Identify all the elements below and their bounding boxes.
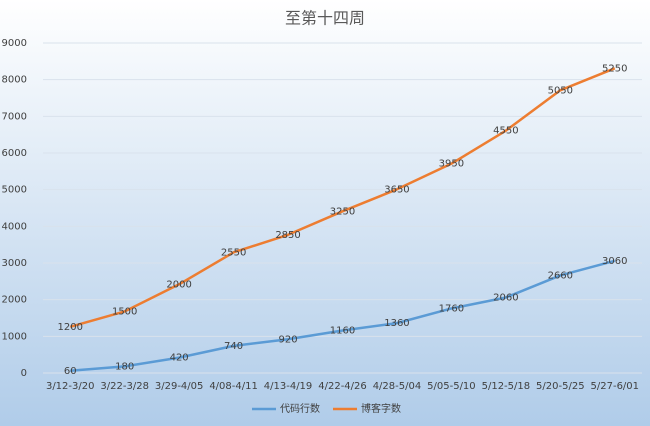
y-tick-label: 5000 [2,185,27,196]
data-label: 1200 [58,322,83,333]
y-tick-label: 9000 [2,38,27,49]
legend-label: 博客字数 [361,402,401,415]
data-label: 3060 [602,256,627,267]
data-label: 1360 [384,318,409,329]
y-tick-label: 8000 [2,75,27,86]
y-tick-label: 1000 [2,331,27,342]
chart-title: 至第十四周 [285,9,365,28]
data-label: 2850 [275,230,300,241]
data-label: 1160 [330,325,355,336]
legend-label: 代码行数 [280,402,320,415]
y-tick-label: 7000 [2,111,27,122]
data-label: 60 [64,366,77,377]
x-tick-label: 3/12-3/20 [46,381,95,392]
data-label: 2060 [493,292,518,303]
data-label: 420 [170,353,189,364]
line [69,67,616,329]
data-label: 920 [278,334,297,345]
data-label: 1500 [112,306,137,317]
data-label: 3250 [330,206,355,217]
x-tick-label: 5/05-5/10 [427,381,476,392]
y-tick-label: 0 [21,368,27,379]
x-tick-label: 3/22-3/28 [100,381,149,392]
x-tick-label: 4/08-4/11 [209,381,258,392]
data-label: 3650 [384,184,409,195]
data-label: 180 [115,361,134,372]
x-tick-label: 5/12-5/18 [482,381,531,392]
x-tick-label: 4/28-5/04 [373,381,422,392]
x-tick-label: 5/20-5/25 [536,381,585,392]
y-tick-label: 4000 [2,221,27,232]
x-tick-label: 4/13-4/19 [264,381,313,392]
data-label: 2660 [548,270,573,281]
x-tick-label: 3/29-4/05 [155,381,204,392]
y-tick-label: 3000 [2,258,27,269]
data-label: 3950 [439,159,464,170]
line [70,259,616,373]
data-label: 740 [224,341,243,352]
y-tick-label: 2000 [2,295,27,306]
y-tick-label: 6000 [2,148,27,159]
data-label: 1760 [439,303,464,314]
data-label: 2550 [221,247,246,258]
data-label: 4550 [493,126,518,137]
data-label: 2000 [166,279,191,290]
data-label: 5050 [548,85,573,96]
data-label: 5250 [602,63,627,74]
x-tick-label: 4/22-4/26 [318,381,367,392]
x-tick-label: 5/27-6/01 [591,381,640,392]
